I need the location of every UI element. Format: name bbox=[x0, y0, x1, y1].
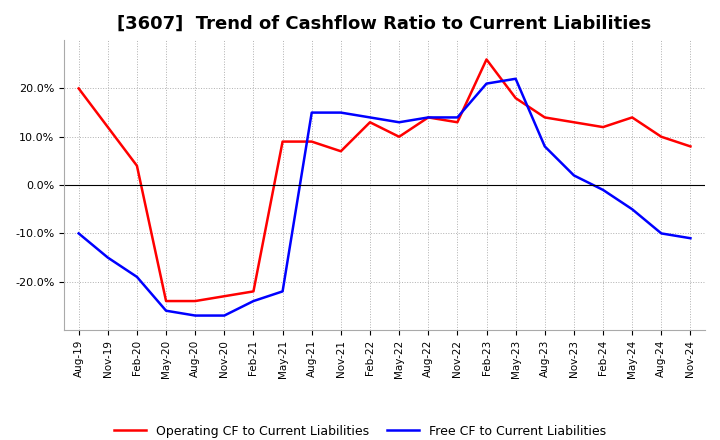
Operating CF to Current Liabilities bbox=[278, 139, 287, 144]
Free CF to Current Liabilities bbox=[336, 110, 345, 115]
Operating CF to Current Liabilities bbox=[686, 144, 695, 149]
Operating CF to Current Liabilities bbox=[132, 163, 141, 169]
Operating CF to Current Liabilities bbox=[307, 139, 316, 144]
Operating CF to Current Liabilities bbox=[395, 134, 403, 139]
Operating CF to Current Liabilities bbox=[657, 134, 665, 139]
Operating CF to Current Liabilities bbox=[541, 115, 549, 120]
Free CF to Current Liabilities bbox=[249, 298, 258, 304]
Free CF to Current Liabilities bbox=[74, 231, 83, 236]
Free CF to Current Liabilities bbox=[599, 187, 608, 193]
Operating CF to Current Liabilities bbox=[191, 298, 199, 304]
Free CF to Current Liabilities bbox=[628, 207, 636, 212]
Line: Operating CF to Current Liabilities: Operating CF to Current Liabilities bbox=[78, 59, 690, 301]
Free CF to Current Liabilities bbox=[482, 81, 491, 86]
Title: [3607]  Trend of Cashflow Ratio to Current Liabilities: [3607] Trend of Cashflow Ratio to Curren… bbox=[117, 15, 652, 33]
Free CF to Current Liabilities bbox=[220, 313, 229, 318]
Free CF to Current Liabilities bbox=[686, 235, 695, 241]
Operating CF to Current Liabilities bbox=[104, 125, 112, 130]
Operating CF to Current Liabilities bbox=[482, 57, 491, 62]
Free CF to Current Liabilities bbox=[511, 76, 520, 81]
Free CF to Current Liabilities bbox=[104, 255, 112, 260]
Operating CF to Current Liabilities bbox=[162, 298, 171, 304]
Legend: Operating CF to Current Liabilities, Free CF to Current Liabilities: Operating CF to Current Liabilities, Fre… bbox=[109, 420, 611, 440]
Operating CF to Current Liabilities bbox=[220, 293, 229, 299]
Operating CF to Current Liabilities bbox=[628, 115, 636, 120]
Line: Free CF to Current Liabilities: Free CF to Current Liabilities bbox=[78, 79, 690, 315]
Free CF to Current Liabilities bbox=[453, 115, 462, 120]
Free CF to Current Liabilities bbox=[162, 308, 171, 313]
Free CF to Current Liabilities bbox=[132, 274, 141, 279]
Free CF to Current Liabilities bbox=[278, 289, 287, 294]
Operating CF to Current Liabilities bbox=[74, 86, 83, 91]
Free CF to Current Liabilities bbox=[307, 110, 316, 115]
Operating CF to Current Liabilities bbox=[424, 115, 433, 120]
Free CF to Current Liabilities bbox=[395, 120, 403, 125]
Operating CF to Current Liabilities bbox=[599, 125, 608, 130]
Free CF to Current Liabilities bbox=[657, 231, 665, 236]
Operating CF to Current Liabilities bbox=[570, 120, 578, 125]
Operating CF to Current Liabilities bbox=[511, 95, 520, 101]
Free CF to Current Liabilities bbox=[191, 313, 199, 318]
Operating CF to Current Liabilities bbox=[336, 149, 345, 154]
Free CF to Current Liabilities bbox=[424, 115, 433, 120]
Free CF to Current Liabilities bbox=[541, 144, 549, 149]
Operating CF to Current Liabilities bbox=[366, 120, 374, 125]
Free CF to Current Liabilities bbox=[570, 173, 578, 178]
Operating CF to Current Liabilities bbox=[249, 289, 258, 294]
Free CF to Current Liabilities bbox=[366, 115, 374, 120]
Operating CF to Current Liabilities bbox=[453, 120, 462, 125]
